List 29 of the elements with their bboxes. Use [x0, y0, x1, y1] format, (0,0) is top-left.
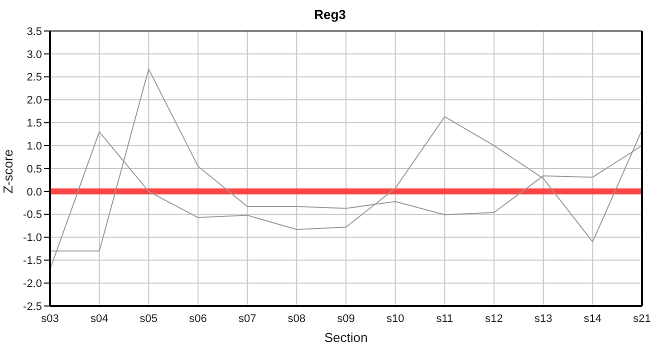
x-tick-label: s10 [386, 312, 404, 325]
x-tick-label: s11 [436, 312, 454, 325]
x-tick-label: s07 [238, 312, 256, 325]
x-tick-label: s21 [633, 312, 651, 325]
x-tick-label: s09 [337, 312, 355, 325]
x-tick-label: s08 [288, 312, 306, 325]
x-tick-label: s06 [189, 312, 207, 325]
x-tick-label: s14 [584, 312, 602, 325]
y-tick-label: 3.5 [26, 26, 42, 38]
y-tick-label: 0.0 [26, 186, 42, 198]
x-tick-label: s13 [534, 312, 552, 325]
y-tick-label: 1.0 [26, 140, 42, 152]
y-tick-label: -1.5 [23, 255, 42, 268]
y-axis-title: Z-score [0, 149, 16, 194]
y-tick-label: 0.5 [26, 163, 42, 176]
y-tick-label: 1.5 [26, 118, 42, 130]
y-tick-label: 2.0 [26, 94, 42, 107]
x-axis-title: Section [324, 330, 368, 345]
x-tick-label: s03 [41, 312, 59, 325]
y-tick-label: -2.5 [23, 300, 42, 313]
x-tick-label: s04 [90, 312, 108, 325]
x-tick-label: s05 [140, 312, 158, 325]
y-tick-label: -2.0 [23, 278, 42, 290]
y-tick-label: 3.0 [26, 48, 42, 61]
chart-title: Reg3 [313, 7, 347, 22]
x-tick-label: s12 [485, 312, 503, 325]
y-tick-label: -1.0 [23, 232, 42, 244]
y-tick-label: 2.5 [26, 72, 42, 84]
y-tick-label: -0.5 [23, 209, 42, 222]
